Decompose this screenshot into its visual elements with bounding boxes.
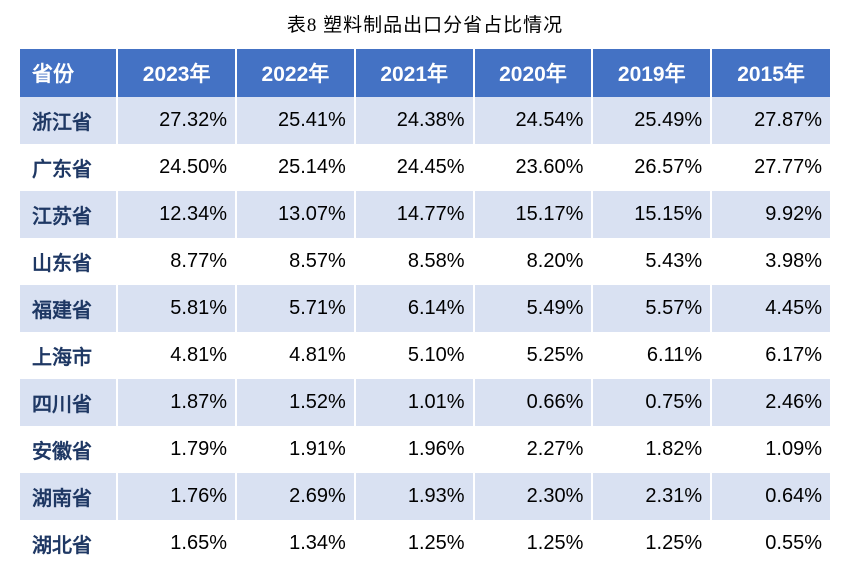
value-cell: 27.87% [711, 97, 830, 144]
province-cell: 江苏省 [20, 191, 117, 238]
table-row: 浙江省27.32%25.41%24.38%24.54%25.49%27.87% [20, 97, 830, 144]
header-year-2020: 2020年 [474, 49, 593, 97]
table-row: 山东省8.77%8.57%8.58%8.20%5.43%3.98% [20, 238, 830, 285]
value-cell: 5.57% [592, 285, 711, 332]
table-row: 湖北省1.65%1.34%1.25%1.25%1.25%0.55% [20, 520, 830, 567]
value-cell: 1.25% [474, 520, 593, 567]
value-cell: 1.96% [355, 426, 474, 473]
value-cell: 1.09% [711, 426, 830, 473]
header-year-2021: 2021年 [355, 49, 474, 97]
value-cell: 25.49% [592, 97, 711, 144]
value-cell: 9.92% [711, 191, 830, 238]
value-cell: 8.77% [117, 238, 236, 285]
province-cell: 上海市 [20, 332, 117, 379]
value-cell: 3.98% [711, 238, 830, 285]
value-cell: 0.64% [711, 473, 830, 520]
value-cell: 1.87% [117, 379, 236, 426]
value-cell: 6.17% [711, 332, 830, 379]
table-row: 四川省1.87%1.52%1.01%0.66%0.75%2.46% [20, 379, 830, 426]
value-cell: 2.27% [474, 426, 593, 473]
value-cell: 25.41% [236, 97, 355, 144]
header-year-2015: 2015年 [711, 49, 830, 97]
value-cell: 1.65% [117, 520, 236, 567]
value-cell: 13.07% [236, 191, 355, 238]
value-cell: 4.81% [117, 332, 236, 379]
header-year-2019: 2019年 [592, 49, 711, 97]
table-row: 湖南省1.76%2.69%1.93%2.30%2.31%0.64% [20, 473, 830, 520]
value-cell: 5.71% [236, 285, 355, 332]
value-cell: 26.57% [592, 144, 711, 191]
value-cell: 1.01% [355, 379, 474, 426]
value-cell: 2.30% [474, 473, 593, 520]
value-cell: 0.55% [711, 520, 830, 567]
value-cell: 27.77% [711, 144, 830, 191]
value-cell: 1.76% [117, 473, 236, 520]
table-body: 浙江省27.32%25.41%24.38%24.54%25.49%27.87%广… [20, 97, 830, 567]
value-cell: 4.81% [236, 332, 355, 379]
value-cell: 1.82% [592, 426, 711, 473]
value-cell: 1.93% [355, 473, 474, 520]
value-cell: 6.11% [592, 332, 711, 379]
value-cell: 24.38% [355, 97, 474, 144]
value-cell: 8.58% [355, 238, 474, 285]
table-row: 上海市4.81%4.81%5.10%5.25%6.11%6.17% [20, 332, 830, 379]
header-province: 省份 [20, 49, 117, 97]
value-cell: 4.45% [711, 285, 830, 332]
province-cell: 广东省 [20, 144, 117, 191]
table-header-row: 省份 2023年 2022年 2021年 2020年 2019年 2015年 [20, 49, 830, 97]
table-row: 广东省24.50%25.14%24.45%23.60%26.57%27.77% [20, 144, 830, 191]
value-cell: 6.14% [355, 285, 474, 332]
value-cell: 24.54% [474, 97, 593, 144]
province-cell: 四川省 [20, 379, 117, 426]
value-cell: 24.50% [117, 144, 236, 191]
header-year-2023: 2023年 [117, 49, 236, 97]
header-year-2022: 2022年 [236, 49, 355, 97]
value-cell: 15.17% [474, 191, 593, 238]
value-cell: 0.75% [592, 379, 711, 426]
value-cell: 1.79% [117, 426, 236, 473]
table-title: 表8 塑料制品出口分省占比情况 [20, 10, 830, 37]
province-cell: 山东省 [20, 238, 117, 285]
value-cell: 1.91% [236, 426, 355, 473]
value-cell: 12.34% [117, 191, 236, 238]
value-cell: 2.31% [592, 473, 711, 520]
value-cell: 15.15% [592, 191, 711, 238]
table-row: 福建省5.81%5.71%6.14%5.49%5.57%4.45% [20, 285, 830, 332]
value-cell: 14.77% [355, 191, 474, 238]
value-cell: 1.34% [236, 520, 355, 567]
value-cell: 5.81% [117, 285, 236, 332]
value-cell: 2.46% [711, 379, 830, 426]
value-cell: 2.69% [236, 473, 355, 520]
province-cell: 福建省 [20, 285, 117, 332]
province-cell: 湖北省 [20, 520, 117, 567]
value-cell: 5.10% [355, 332, 474, 379]
province-cell: 湖南省 [20, 473, 117, 520]
value-cell: 1.25% [355, 520, 474, 567]
value-cell: 24.45% [355, 144, 474, 191]
province-cell: 浙江省 [20, 97, 117, 144]
value-cell: 8.57% [236, 238, 355, 285]
value-cell: 25.14% [236, 144, 355, 191]
value-cell: 0.66% [474, 379, 593, 426]
province-cell: 安徽省 [20, 426, 117, 473]
value-cell: 27.32% [117, 97, 236, 144]
data-table: 省份 2023年 2022年 2021年 2020年 2019年 2015年 浙… [20, 49, 830, 567]
value-cell: 23.60% [474, 144, 593, 191]
value-cell: 5.49% [474, 285, 593, 332]
table-row: 安徽省1.79%1.91%1.96%2.27%1.82%1.09% [20, 426, 830, 473]
value-cell: 5.25% [474, 332, 593, 379]
value-cell: 1.25% [592, 520, 711, 567]
value-cell: 8.20% [474, 238, 593, 285]
value-cell: 5.43% [592, 238, 711, 285]
table-row: 江苏省12.34%13.07%14.77%15.17%15.15%9.92% [20, 191, 830, 238]
value-cell: 1.52% [236, 379, 355, 426]
